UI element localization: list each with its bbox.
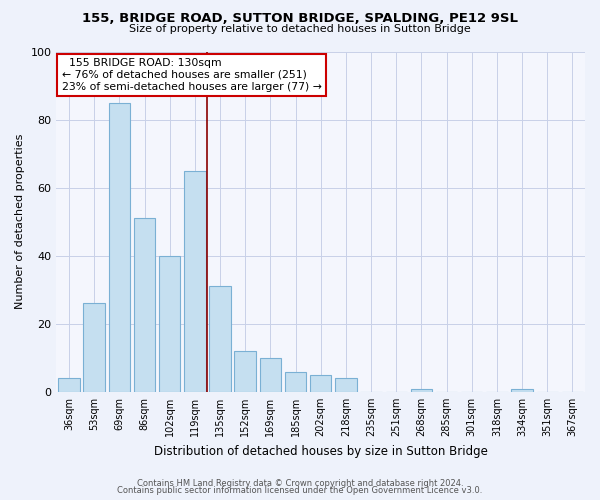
Bar (310, 375, 331, 392)
Bar (58, 378, 80, 392)
Y-axis label: Number of detached properties: Number of detached properties (15, 134, 25, 310)
Bar (83, 304, 105, 392)
Bar (109, 102, 130, 392)
Bar (134, 218, 155, 392)
Bar (335, 378, 356, 392)
Text: Contains public sector information licensed under the Open Government Licence v3: Contains public sector information licen… (118, 486, 482, 495)
Bar (410, 388, 432, 392)
Bar (235, 351, 256, 392)
Bar (184, 170, 206, 392)
Text: 155, BRIDGE ROAD, SUTTON BRIDGE, SPALDING, PE12 9SL: 155, BRIDGE ROAD, SUTTON BRIDGE, SPALDIN… (82, 12, 518, 26)
Bar (285, 372, 306, 392)
Text: Size of property relative to detached houses in Sutton Bridge: Size of property relative to detached ho… (129, 24, 471, 34)
Bar (159, 256, 181, 392)
X-axis label: Distribution of detached houses by size in Sutton Bridge: Distribution of detached houses by size … (154, 444, 488, 458)
Bar (260, 358, 281, 392)
Text: Contains HM Land Registry data © Crown copyright and database right 2024.: Contains HM Land Registry data © Crown c… (137, 478, 463, 488)
Bar (209, 286, 231, 392)
Bar (511, 388, 533, 392)
Text: 155 BRIDGE ROAD: 130sqm
← 76% of detached houses are smaller (251)
23% of semi-d: 155 BRIDGE ROAD: 130sqm ← 76% of detache… (62, 58, 322, 92)
